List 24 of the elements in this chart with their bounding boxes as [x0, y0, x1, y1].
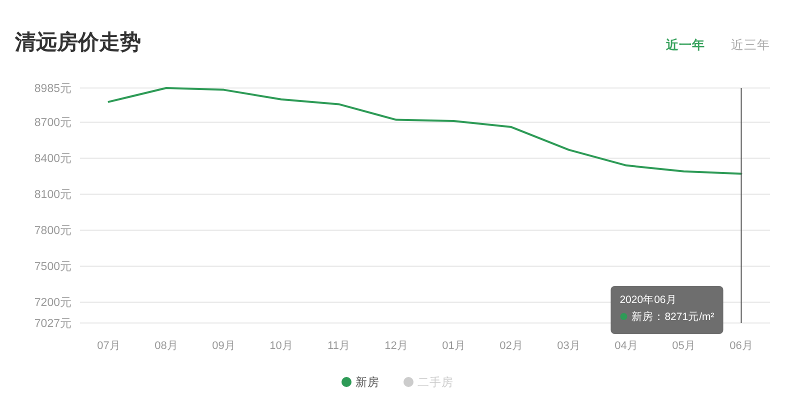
ytick: 8985元 — [34, 83, 72, 95]
xtick: 06月 — [730, 340, 753, 352]
xtick: 09月 — [212, 340, 236, 352]
ytick: 8100元 — [34, 189, 72, 202]
title: 清远房价走势 — [15, 31, 141, 54]
ytick: 8400元 — [34, 153, 72, 166]
xtick: 11月 — [328, 340, 350, 352]
xtick: 05月 — [672, 340, 696, 352]
ytick: 7800元 — [34, 225, 72, 238]
ytick: 8700元 — [34, 117, 72, 130]
label: 近一年 — [666, 38, 705, 52]
xtick: 10月 — [270, 340, 293, 352]
ytick: 7200元 — [34, 297, 72, 310]
xtick: 02月 — [500, 340, 523, 352]
xtick: 08月 — [154, 340, 178, 352]
label: 近三年 — [731, 38, 770, 52]
xtick: 03月 — [557, 340, 580, 352]
xtick: 07月 — [97, 340, 120, 352]
ytick: 7027元 — [34, 318, 72, 330]
xtick: 04月 — [614, 340, 638, 352]
legend-label: 新房 — [356, 375, 380, 389]
ytick: 7500元 — [34, 261, 72, 274]
xtick: 01月 — [442, 340, 466, 352]
xtick: 12月 — [384, 340, 408, 352]
